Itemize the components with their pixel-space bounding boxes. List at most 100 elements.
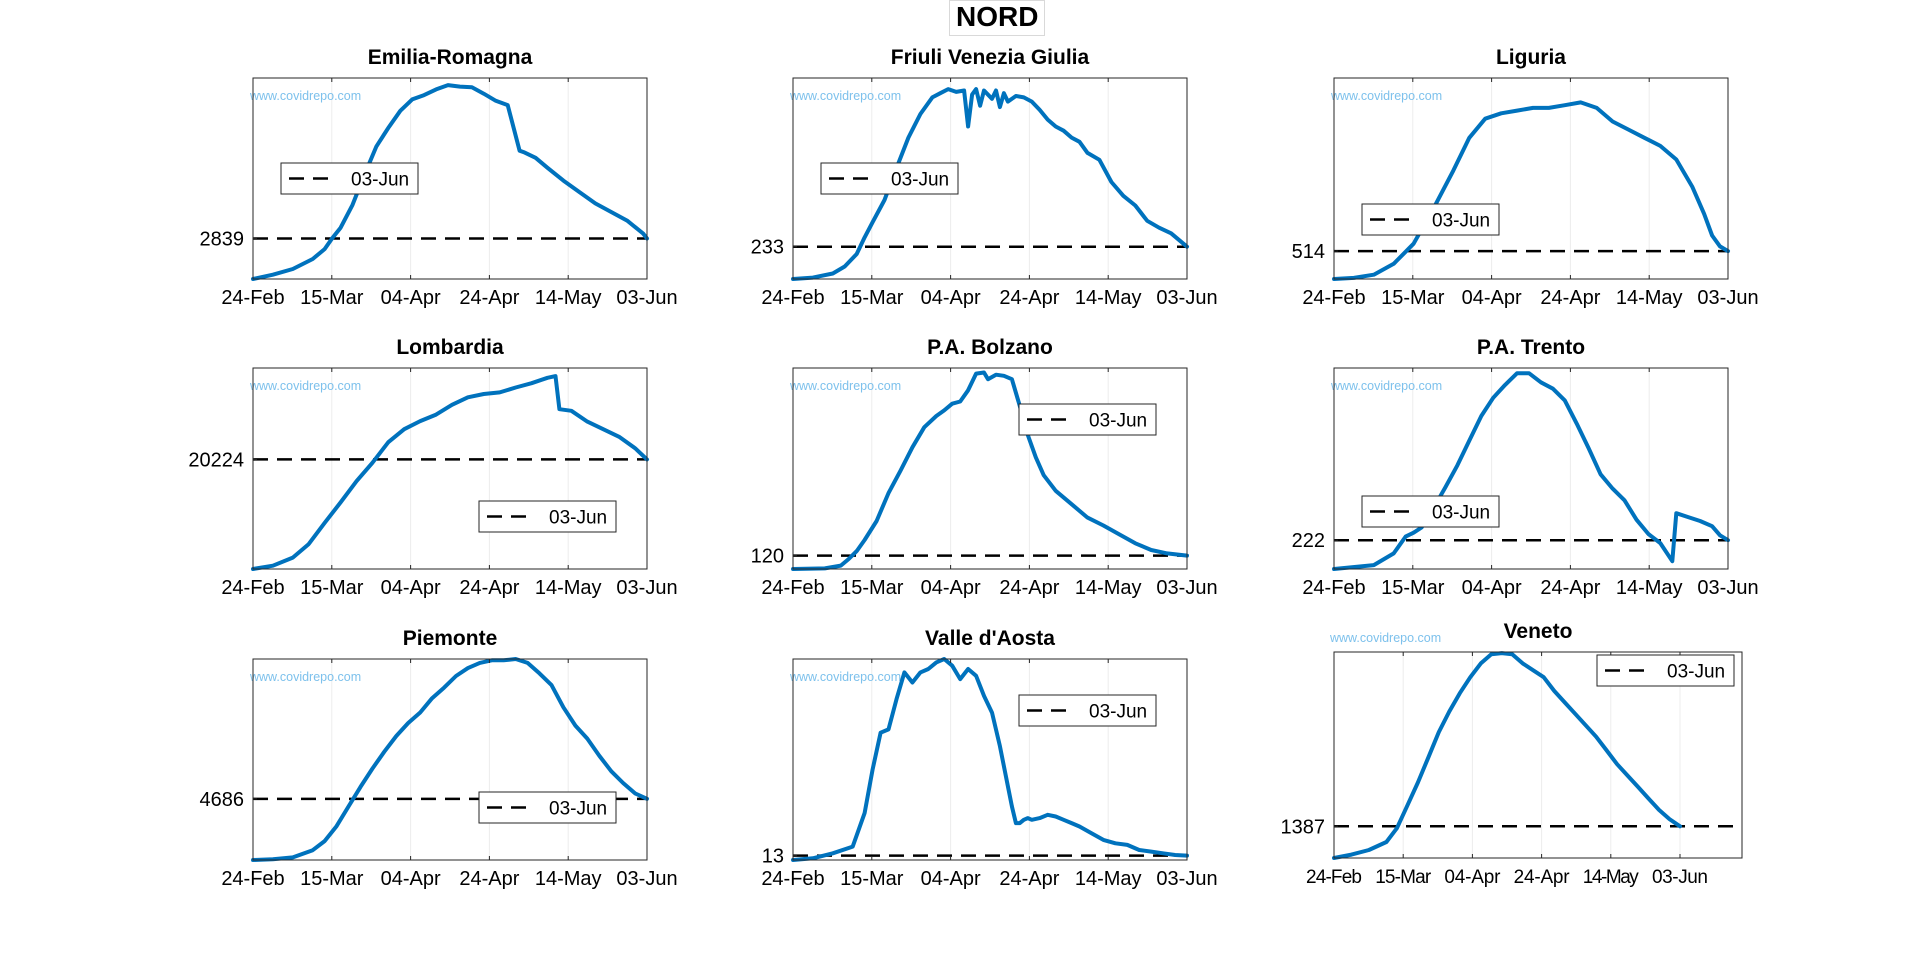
x-tick-label: 24-Apr (999, 287, 1059, 309)
series-line (251, 83, 649, 281)
legend: 03-Jun (1596, 654, 1735, 687)
x-tick-label: 14-May (1583, 867, 1640, 888)
x-tick-label: 24-Feb (1302, 577, 1365, 599)
panel-title: Veneto (1504, 620, 1573, 643)
panel-p-a-trento: www.covidrepo.com P.A. Trento 24-Feb 15-Mar… (1292, 336, 1759, 599)
x-tick-label: 03-Jun (616, 868, 677, 890)
panel-valle-d-aosta: www.covidrepo.com Valle d'Aosta 24-Feb 15-M… (761, 627, 1217, 890)
series-line (251, 374, 649, 571)
x-tick-label: 24-Apr (1514, 867, 1571, 888)
legend-label: 03-Jun (1089, 411, 1147, 432)
series-line (1332, 100, 1730, 281)
x-tick-label: 04-Apr (381, 577, 441, 599)
x-tick-label: 24-Feb (221, 577, 284, 599)
x-tick-label: 15-Mar (300, 287, 364, 309)
panel-title: Piemonte (403, 627, 498, 650)
axes-background (1334, 78, 1728, 279)
x-tick-label: 24-Apr (1540, 577, 1600, 599)
x-tick-label: 04-Apr (381, 287, 441, 309)
x-tick-label: 15-Mar (300, 577, 364, 599)
panel-liguria: www.covidrepo.com Liguria 24-Feb 15-Mar 04-A… (1292, 46, 1759, 309)
axes-background (1334, 368, 1728, 569)
legend: 03-Jun (478, 791, 617, 824)
x-tick-label: 24-Feb (761, 577, 824, 599)
series-line (791, 87, 1189, 281)
axes-background (253, 368, 647, 569)
legend: 03-Jun (1361, 495, 1500, 528)
x-tick-label: 24-Feb (221, 868, 284, 890)
watermark-text: www.covidrepo.com (249, 89, 361, 103)
x-tick-label: 24-Feb (1302, 287, 1365, 309)
legend: 03-Jun (820, 162, 959, 195)
x-tick-label: 14-May (1075, 287, 1142, 309)
panel-emilia-romagna: www.covidrepo.com Emilia-Romagna 24-Feb 15-… (200, 46, 678, 309)
panel-title: P.A. Bolzano (927, 336, 1053, 359)
x-tick-label: 24-Apr (459, 868, 519, 890)
series-line (791, 370, 1189, 571)
x-tick-label: 24-Apr (459, 287, 519, 309)
x-tick-label: 24-Feb (761, 287, 824, 309)
series-line (791, 657, 1189, 862)
x-tick-label: 24-Apr (1540, 287, 1600, 309)
x-tick-label: 24-Apr (459, 577, 519, 599)
x-tick-label: 14-May (535, 287, 602, 309)
panel-friuli-venezia-giulia: www.covidrepo.com Friuli Venezia Giulia 24… (751, 46, 1218, 309)
legend: 03-Jun (1018, 694, 1157, 727)
legend: 03-Jun (478, 500, 617, 533)
legend-label: 03-Jun (1432, 503, 1490, 524)
x-tick-label: 15-Mar (1381, 287, 1445, 309)
y-tick-label: 20224 (188, 449, 244, 471)
axes-box (252, 77, 648, 280)
panel-title: Lombardia (396, 336, 504, 359)
panel-title: Valle d'Aosta (925, 627, 1055, 650)
x-tick-label: 03-Jun (616, 287, 677, 309)
y-tick-label: 233 (751, 237, 784, 259)
x-tick-label: 14-May (1075, 868, 1142, 890)
legend-label: 03-Jun (1089, 702, 1147, 723)
x-tick-label: 03-Jun (616, 577, 677, 599)
legend-label: 03-Jun (351, 170, 409, 191)
panel-title: Liguria (1496, 46, 1566, 69)
legend-label: 03-Jun (549, 508, 607, 529)
x-tick-label: 14-May (1616, 287, 1683, 309)
x-tick-label: 04-Apr (921, 868, 981, 890)
x-tick-label: 14-May (535, 577, 602, 599)
series-line (251, 657, 649, 862)
legend: 03-Jun (280, 162, 419, 195)
x-tick-label: 04-Apr (921, 287, 981, 309)
axes-box (1333, 367, 1729, 570)
x-tick-label: 24-Feb (1306, 867, 1362, 888)
x-tick-label: 24-Apr (999, 577, 1059, 599)
panel-piemonte: www.covidrepo.com Piemonte 24-Feb 15-Mar 04-… (200, 627, 678, 890)
y-tick-label: 2839 (200, 229, 245, 251)
x-tick-label: 24-Feb (761, 868, 824, 890)
axes-box (252, 367, 648, 570)
watermark-text: www.covidrepo.com (249, 379, 361, 393)
y-tick-label: 514 (1292, 241, 1325, 263)
axes-box (252, 658, 648, 861)
x-tick-label: 15-Mar (840, 577, 904, 599)
axes-box (792, 77, 1188, 280)
watermark-text: www.covidrepo.com (789, 670, 901, 684)
y-tick-label: 1387 (1281, 816, 1326, 838)
x-tick-label: 24-Feb (221, 287, 284, 309)
x-tick-label: 04-Apr (921, 577, 981, 599)
y-tick-label: 4686 (200, 789, 245, 811)
watermark-text: www.covidrepo.com (1330, 89, 1442, 103)
legend-box (1361, 495, 1500, 528)
watermark-text: www.covidrepo.com (789, 379, 901, 393)
x-tick-label: 03-Jun (1156, 287, 1217, 309)
panel-title: P.A. Trento (1477, 336, 1585, 359)
x-tick-label: 03-Jun (1156, 868, 1217, 890)
legend-label: 03-Jun (1432, 211, 1490, 232)
axes-box (1333, 77, 1729, 280)
axes-box (792, 658, 1188, 861)
x-tick-label: 15-Mar (1381, 577, 1445, 599)
x-tick-label: 14-May (1075, 577, 1142, 599)
panel-title: Emilia-Romagna (368, 46, 533, 69)
x-tick-label: 04-Apr (1462, 287, 1522, 309)
x-tick-label: 03-Jun (1697, 287, 1758, 309)
legend-label: 03-Jun (891, 170, 949, 191)
x-tick-label: 15-Mar (840, 287, 904, 309)
